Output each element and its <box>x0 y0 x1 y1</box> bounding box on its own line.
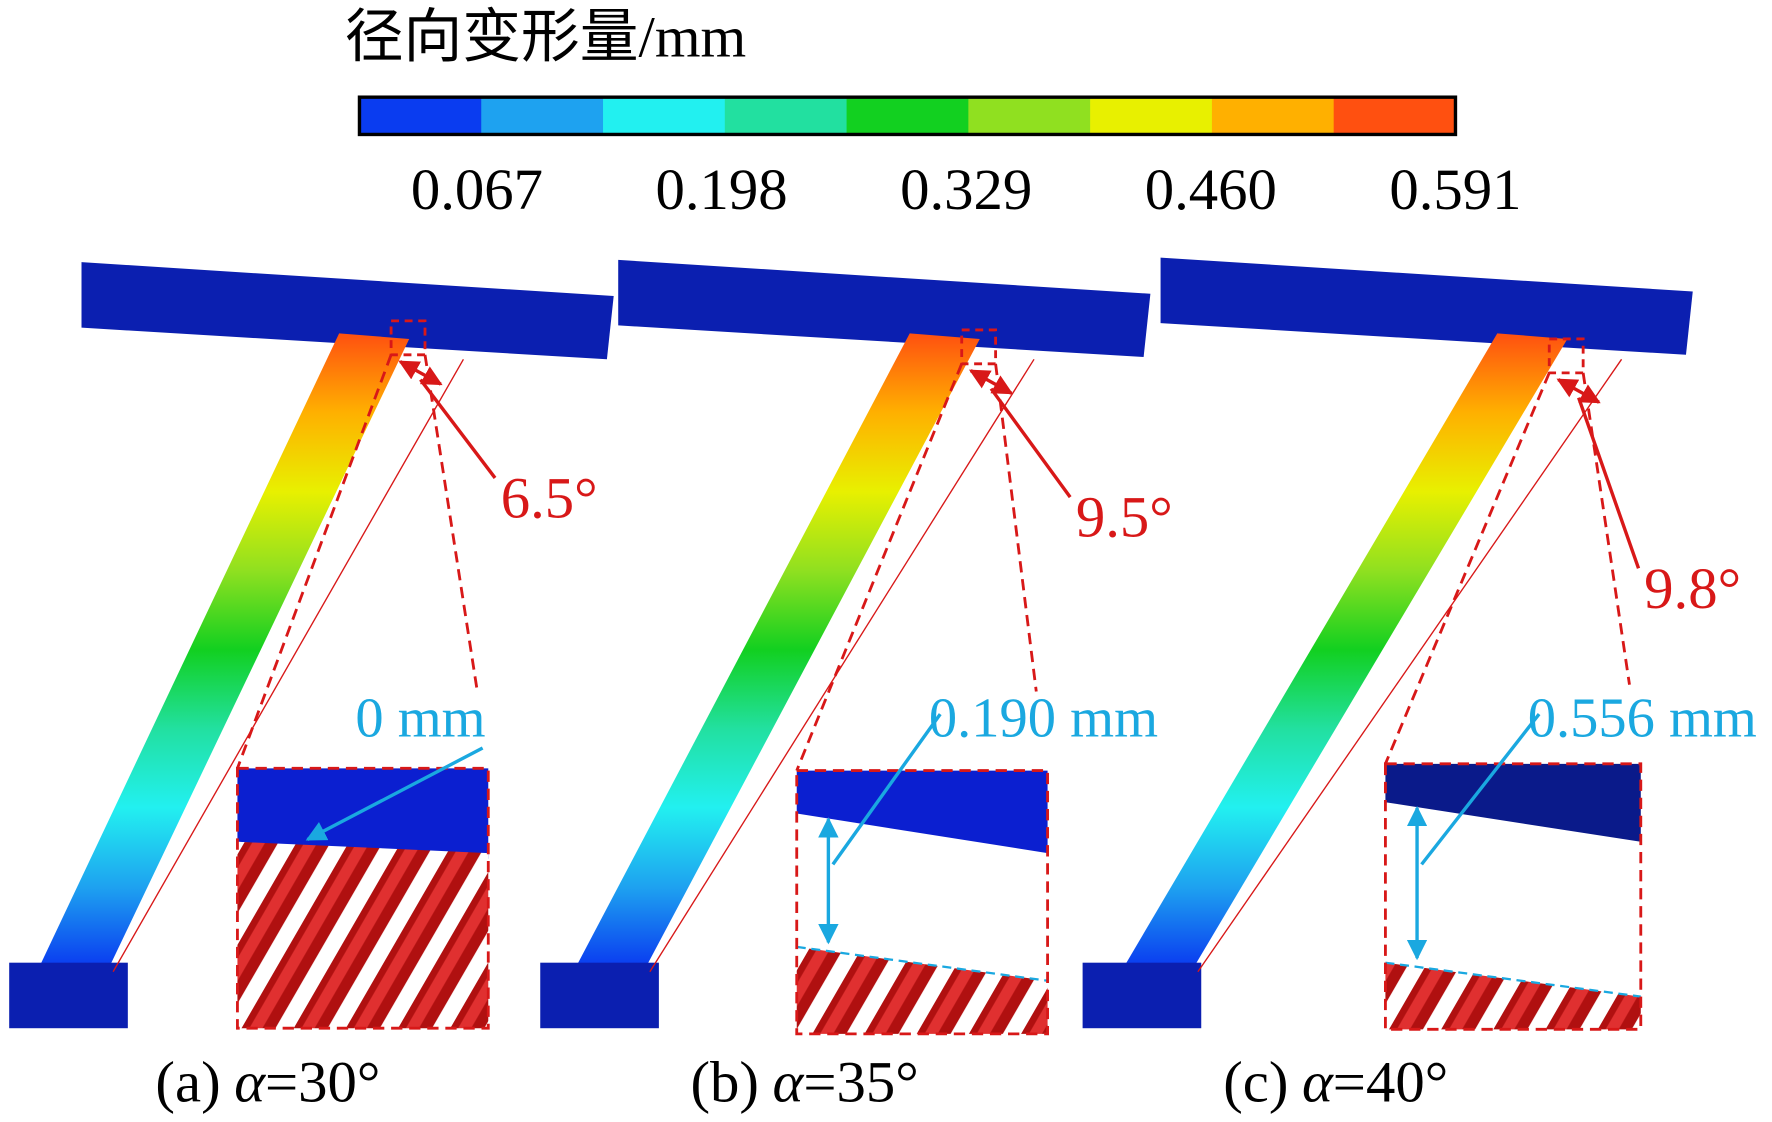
colorbar-segment <box>724 97 848 135</box>
panel-label: (b) <box>690 1050 759 1115</box>
reference-line <box>112 358 465 973</box>
panel-value: =35° <box>803 1050 918 1115</box>
top-ring <box>81 262 614 360</box>
panel-symbol: α <box>773 1050 805 1115</box>
gap-leader <box>831 713 942 866</box>
colorbar-segment <box>846 97 969 135</box>
colorbar-frame <box>357 95 1458 137</box>
colorbar-segment <box>481 97 604 135</box>
zoom-box <box>960 328 998 366</box>
panel-caption: (c) α=40° <box>1223 1050 1448 1115</box>
inset-ring <box>796 770 1048 854</box>
colorbar-tick-label: 0.591 <box>1389 157 1521 222</box>
reference-line <box>649 358 1035 973</box>
inset-ring <box>1385 763 1641 842</box>
angle-label: 9.8° <box>1644 556 1741 621</box>
panel-caption: (b) α=35° <box>690 1050 918 1115</box>
gap-label: 0.190 mm <box>929 688 1158 750</box>
angle-leader <box>989 387 1072 499</box>
colorbar-tick-label: 0.198 <box>656 157 788 222</box>
panel-value: =40° <box>1333 1050 1448 1115</box>
blade <box>39 333 410 967</box>
zoom-line <box>1384 372 1551 765</box>
zoom-box <box>1547 337 1585 375</box>
angle-arrow <box>398 360 443 386</box>
base-block <box>9 962 128 1029</box>
colorbar-segment <box>968 97 1091 135</box>
angle-leader <box>419 378 497 479</box>
angle-label: 6.5° <box>501 465 598 530</box>
reference-line <box>1197 358 1623 973</box>
angle-arrow <box>1556 378 1601 404</box>
inset-blade <box>1385 962 1641 1030</box>
zoom-line <box>423 354 479 690</box>
angle-label: 9.5° <box>1076 485 1173 550</box>
inset-frame <box>795 769 1049 1036</box>
panel-symbol: α <box>234 1050 266 1115</box>
zoom-line <box>236 354 393 769</box>
inset-frame <box>236 766 490 1030</box>
gap-leader <box>1420 713 1541 866</box>
blade <box>1124 333 1568 967</box>
panel-value: =30° <box>265 1050 380 1115</box>
colorbar-tick-label: 0.329 <box>900 157 1032 222</box>
angle-leader <box>1577 397 1641 569</box>
top-ring <box>1160 257 1693 355</box>
contact-line <box>796 945 1048 982</box>
colorbar-segment <box>1090 97 1213 135</box>
panel-symbol: α <box>1302 1050 1334 1115</box>
zoom-line <box>1581 372 1631 685</box>
panel-label: (c) <box>1223 1050 1288 1115</box>
inset-frame <box>1384 762 1643 1031</box>
blade <box>576 333 980 967</box>
colorbar-segment <box>1333 97 1457 135</box>
inset-blade <box>237 841 489 1029</box>
gap-leader <box>305 746 484 842</box>
colorbar-tick-label: 0.460 <box>1145 157 1277 222</box>
panel-caption: (a) α=30° <box>155 1050 380 1115</box>
colorbar-segment <box>1211 97 1335 135</box>
colorbar-tick-label: 0.067 <box>411 157 543 222</box>
zoom-box <box>389 319 427 357</box>
colorbar-segment <box>603 97 726 135</box>
top-ring <box>618 259 1151 358</box>
base-block <box>540 962 659 1029</box>
colorbar-segment <box>359 97 482 135</box>
zoom-line <box>795 363 964 772</box>
gap-label: 0.556 mm <box>1528 688 1757 750</box>
inset-ring <box>237 768 489 859</box>
panel-label: (a) <box>155 1050 220 1115</box>
gap-label: 0 mm <box>355 688 485 750</box>
angle-arrow <box>968 369 1014 395</box>
base-block <box>1082 962 1202 1029</box>
contact-line <box>1385 961 1641 998</box>
inset-blade <box>796 946 1048 1034</box>
zoom-line <box>994 363 1038 692</box>
colorbar-title: 径向变形量/mm <box>345 4 746 69</box>
